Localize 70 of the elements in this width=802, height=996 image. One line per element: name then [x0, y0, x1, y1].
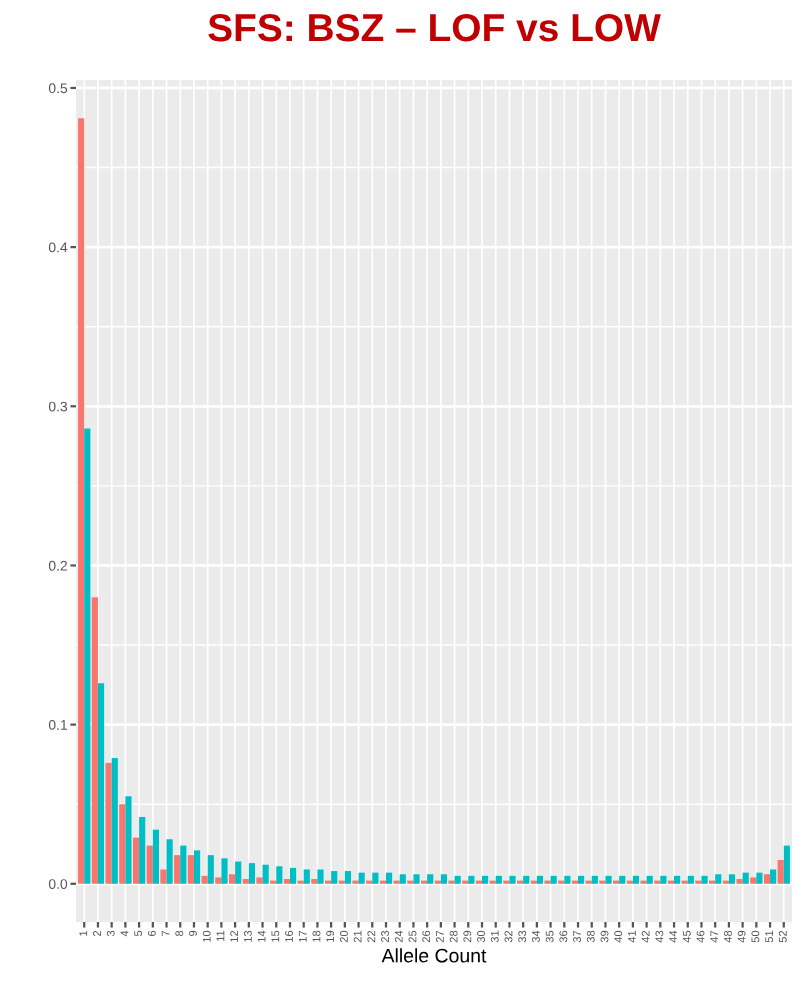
- bar: [180, 845, 187, 884]
- bar: [303, 869, 310, 884]
- bar: [399, 874, 406, 884]
- bar: [317, 869, 324, 884]
- bar: [536, 875, 544, 884]
- bar: [605, 875, 612, 884]
- bar: [187, 855, 194, 884]
- bar: [440, 874, 448, 884]
- bar: [468, 875, 475, 884]
- bar: [619, 875, 626, 884]
- bar: [146, 845, 153, 884]
- bar: [256, 877, 263, 884]
- bar: [97, 683, 105, 884]
- bar: [715, 874, 722, 884]
- bar: [193, 850, 201, 884]
- bar: [482, 875, 489, 884]
- bar: [160, 869, 167, 884]
- bar: [84, 428, 91, 884]
- bar: [119, 804, 126, 884]
- bar: [756, 872, 763, 884]
- bar: [550, 875, 557, 884]
- bar: [701, 875, 708, 884]
- bar: [201, 875, 208, 884]
- bar: [427, 874, 434, 884]
- bar: [331, 871, 338, 884]
- bar: [372, 872, 379, 884]
- bar: [215, 877, 222, 884]
- bar: [111, 758, 118, 884]
- bar: [132, 837, 140, 884]
- bar: [454, 875, 461, 884]
- bar: [105, 762, 112, 884]
- bar: [289, 867, 297, 884]
- bar: [152, 829, 159, 884]
- bar: [523, 875, 530, 884]
- bar: [235, 861, 242, 884]
- bar: [91, 597, 98, 884]
- bar: [728, 874, 736, 884]
- bar: [262, 864, 269, 884]
- bar: [509, 875, 516, 884]
- bar: [276, 866, 283, 884]
- bar: [207, 855, 214, 884]
- bar: [125, 796, 132, 884]
- bar: [221, 858, 228, 884]
- bar: [78, 118, 85, 884]
- bar: [344, 871, 352, 884]
- bar: [591, 875, 598, 884]
- bar: [578, 875, 585, 884]
- bar: [413, 874, 420, 884]
- bar: [174, 855, 181, 884]
- bar: [385, 872, 393, 884]
- bar: [750, 877, 757, 884]
- bar: [674, 875, 681, 884]
- bar: [248, 863, 255, 884]
- bar: [632, 875, 640, 884]
- x-axis-title: Allele Count: [381, 948, 487, 963]
- bar: [358, 872, 365, 884]
- bar: [228, 874, 236, 884]
- bar: [763, 874, 771, 884]
- bar: [166, 839, 173, 884]
- bar: [139, 816, 146, 884]
- bar: [687, 875, 694, 884]
- bar: [783, 845, 790, 884]
- bar: [770, 869, 777, 884]
- bar: [660, 875, 667, 884]
- chart-title: SFS: BSZ – LOF vs LOW: [208, 13, 661, 42]
- bar: [777, 859, 784, 884]
- bar: [742, 872, 749, 884]
- bar: [564, 875, 571, 884]
- bar: [646, 875, 653, 884]
- bar: [495, 875, 502, 884]
